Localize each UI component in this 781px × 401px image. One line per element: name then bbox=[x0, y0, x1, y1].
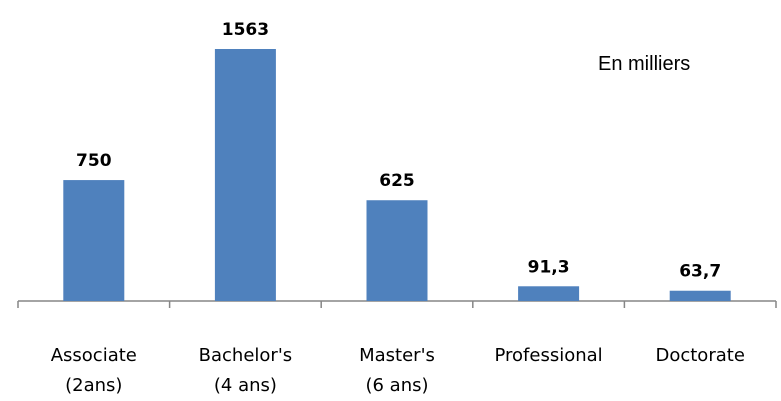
bar bbox=[518, 286, 580, 301]
data-label: 750 bbox=[76, 151, 112, 171]
data-label: 63,7 bbox=[679, 262, 721, 282]
unit-note: En milliers bbox=[598, 53, 691, 75]
x-tick-label: Bachelor's bbox=[199, 345, 293, 366]
x-tick-label: (6 ans) bbox=[365, 375, 428, 396]
data-label: 625 bbox=[379, 171, 415, 191]
bar bbox=[366, 200, 428, 301]
data-label: 91,3 bbox=[528, 257, 570, 277]
bar bbox=[669, 290, 731, 301]
x-tick-label: Professional bbox=[495, 345, 603, 366]
x-tick-label: Master's bbox=[359, 345, 435, 366]
bar bbox=[63, 180, 125, 301]
data-label: 1563 bbox=[222, 20, 269, 40]
bar bbox=[214, 49, 276, 301]
x-tick-label: Doctorate bbox=[655, 345, 744, 366]
x-tick-label: (4 ans) bbox=[214, 375, 277, 396]
x-tick-label: Associate bbox=[51, 345, 137, 366]
x-tick-label: (2ans) bbox=[65, 375, 122, 396]
